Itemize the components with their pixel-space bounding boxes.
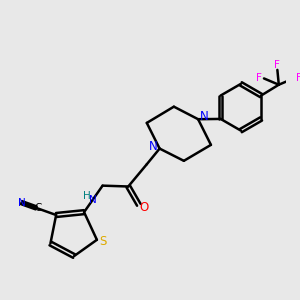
Text: S: S bbox=[100, 235, 107, 248]
Text: N: N bbox=[200, 110, 209, 123]
Text: C: C bbox=[34, 203, 42, 213]
Text: O: O bbox=[139, 201, 148, 214]
Text: F: F bbox=[256, 74, 262, 83]
Text: N: N bbox=[88, 195, 96, 205]
Text: F: F bbox=[296, 74, 300, 83]
Text: N: N bbox=[149, 140, 158, 153]
Text: N: N bbox=[17, 198, 25, 208]
Text: F: F bbox=[274, 60, 280, 70]
Text: H: H bbox=[83, 191, 91, 201]
